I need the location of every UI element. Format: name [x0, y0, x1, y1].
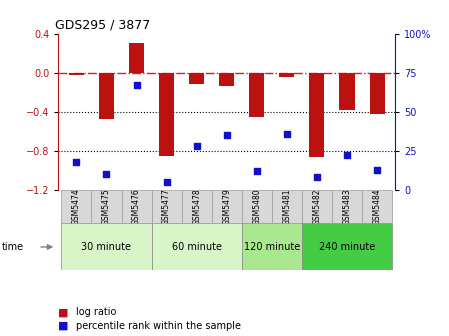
- Text: 240 minute: 240 minute: [319, 242, 375, 252]
- Bar: [212, 190, 242, 223]
- Text: GSM5479: GSM5479: [222, 188, 231, 225]
- Text: ■: ■: [58, 307, 69, 318]
- Point: [73, 159, 80, 164]
- Bar: [99, 73, 114, 119]
- Bar: [152, 223, 242, 270]
- Bar: [309, 73, 325, 157]
- Point: [163, 179, 170, 185]
- Bar: [242, 190, 272, 223]
- Point: [313, 175, 321, 180]
- Point: [103, 172, 110, 177]
- Point: [343, 153, 351, 158]
- Text: percentile rank within the sample: percentile rank within the sample: [76, 321, 241, 331]
- Text: GSM5481: GSM5481: [282, 188, 291, 225]
- Text: 60 minute: 60 minute: [172, 242, 222, 252]
- Point: [193, 143, 200, 149]
- Text: GDS295 / 3877: GDS295 / 3877: [55, 18, 150, 31]
- Bar: [272, 190, 302, 223]
- Point: [283, 131, 291, 136]
- Text: GSM5482: GSM5482: [313, 188, 321, 225]
- Bar: [302, 190, 332, 223]
- Bar: [189, 73, 204, 84]
- Bar: [279, 73, 295, 77]
- Text: GSM5483: GSM5483: [343, 188, 352, 225]
- Bar: [129, 43, 144, 73]
- Bar: [69, 73, 84, 75]
- Text: GSM5475: GSM5475: [102, 188, 111, 225]
- Bar: [242, 223, 302, 270]
- Bar: [159, 73, 174, 156]
- Bar: [122, 190, 152, 223]
- Bar: [219, 73, 234, 86]
- Text: GSM5480: GSM5480: [252, 188, 261, 225]
- Bar: [92, 190, 122, 223]
- Point: [133, 82, 140, 88]
- Point: [374, 167, 381, 172]
- Text: time: time: [2, 242, 24, 252]
- Bar: [370, 73, 385, 114]
- Bar: [302, 223, 392, 270]
- Text: GSM5477: GSM5477: [162, 188, 171, 225]
- Bar: [249, 73, 264, 117]
- Bar: [62, 190, 92, 223]
- Text: GSM5474: GSM5474: [72, 188, 81, 225]
- Bar: [152, 190, 182, 223]
- Bar: [339, 73, 355, 110]
- Bar: [62, 223, 152, 270]
- Text: 30 minute: 30 minute: [81, 242, 132, 252]
- Text: ■: ■: [58, 321, 69, 331]
- Text: GSM5484: GSM5484: [373, 188, 382, 225]
- Text: GSM5478: GSM5478: [192, 188, 201, 225]
- Bar: [182, 190, 212, 223]
- Text: GSM5476: GSM5476: [132, 188, 141, 225]
- Text: 120 minute: 120 minute: [244, 242, 300, 252]
- Point: [253, 168, 260, 174]
- Point: [223, 132, 230, 138]
- Bar: [332, 190, 362, 223]
- Text: log ratio: log ratio: [76, 307, 117, 318]
- Bar: [362, 190, 392, 223]
